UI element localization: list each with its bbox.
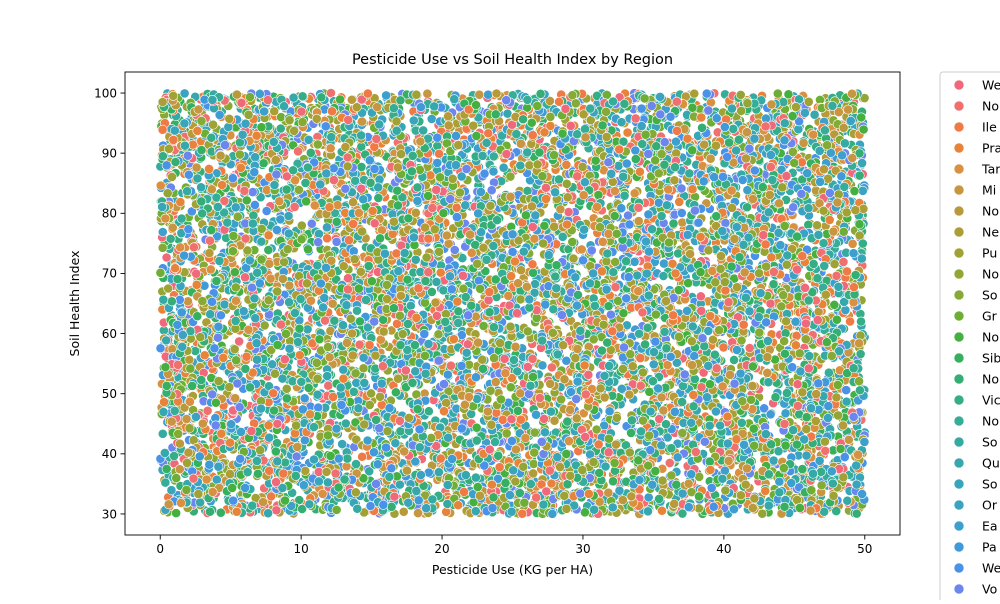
- data-point: [259, 320, 270, 331]
- data-point: [643, 492, 654, 503]
- data-point: [381, 90, 392, 101]
- data-point: [327, 298, 338, 309]
- data-point: [772, 88, 783, 99]
- data-point: [395, 426, 406, 437]
- data-point: [163, 283, 174, 294]
- data-point: [548, 304, 559, 315]
- data-point: [603, 301, 614, 312]
- data-point: [798, 138, 809, 148]
- data-point: [780, 408, 791, 419]
- data-point: [845, 316, 855, 327]
- data-point: [289, 202, 300, 212]
- chart-title: Pesticide Use vs Soil Health Index by Re…: [352, 52, 673, 68]
- data-point: [357, 451, 368, 462]
- data-point: [689, 374, 700, 384]
- data-point: [677, 217, 688, 228]
- data-point: [528, 459, 539, 469]
- data-point: [158, 407, 169, 417]
- data-point: [171, 508, 182, 518]
- data-point: [488, 151, 499, 162]
- data-point: [441, 506, 452, 517]
- data-point: [643, 506, 653, 517]
- data-point: [398, 506, 409, 517]
- data-point: [215, 507, 226, 518]
- points-layer: [155, 88, 870, 519]
- data-point: [812, 220, 822, 231]
- data-point: [835, 443, 846, 454]
